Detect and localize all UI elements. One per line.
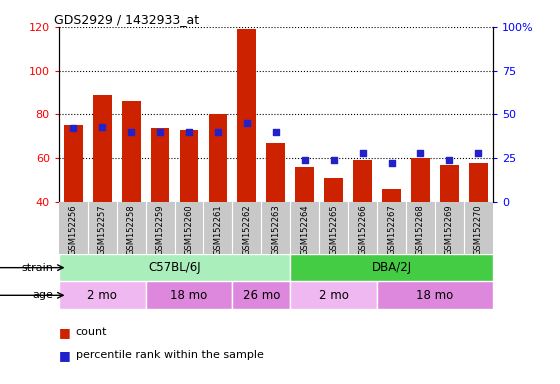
Bar xyxy=(208,114,227,290)
Text: age: age xyxy=(32,290,53,300)
Bar xyxy=(353,161,372,290)
Bar xyxy=(290,254,493,281)
Bar xyxy=(146,281,232,309)
Bar xyxy=(122,101,141,290)
Text: 18 mo: 18 mo xyxy=(416,289,454,302)
Text: GSM152267: GSM152267 xyxy=(387,205,396,255)
Text: GSM152269: GSM152269 xyxy=(445,205,454,255)
Text: GSM152265: GSM152265 xyxy=(329,205,338,255)
Bar xyxy=(59,281,146,309)
Text: GSM152257: GSM152257 xyxy=(97,205,107,255)
Text: GSM152260: GSM152260 xyxy=(184,205,194,255)
Bar xyxy=(440,165,459,290)
Text: GSM152268: GSM152268 xyxy=(416,205,425,255)
Text: 2 mo: 2 mo xyxy=(319,289,349,302)
Point xyxy=(213,129,222,135)
Text: count: count xyxy=(76,327,107,337)
Point xyxy=(329,157,338,163)
Text: strain: strain xyxy=(21,263,53,273)
Bar xyxy=(59,202,493,254)
Point xyxy=(242,120,251,126)
Text: 18 mo: 18 mo xyxy=(170,289,208,302)
Bar xyxy=(237,29,256,290)
Point xyxy=(271,129,280,135)
Text: GSM152259: GSM152259 xyxy=(156,205,165,255)
Point xyxy=(300,157,309,163)
Bar xyxy=(382,189,401,290)
Bar xyxy=(151,127,170,290)
Bar xyxy=(377,281,493,309)
Point xyxy=(445,157,454,163)
Bar xyxy=(59,254,290,281)
Bar xyxy=(469,162,488,290)
Point xyxy=(416,150,425,156)
Bar xyxy=(232,281,290,309)
Text: GSM152262: GSM152262 xyxy=(242,205,251,255)
Text: C57BL/6J: C57BL/6J xyxy=(148,261,201,274)
Point xyxy=(69,125,78,131)
Text: GSM152263: GSM152263 xyxy=(271,205,281,255)
Text: ■: ■ xyxy=(59,326,71,339)
Text: GSM152256: GSM152256 xyxy=(69,205,78,255)
Bar xyxy=(290,281,377,309)
Bar xyxy=(295,167,314,290)
Bar xyxy=(267,143,285,290)
Point xyxy=(474,150,483,156)
Point xyxy=(156,129,165,135)
Text: ■: ■ xyxy=(59,349,71,362)
Text: DBA/2J: DBA/2J xyxy=(371,261,412,274)
Point xyxy=(97,124,106,130)
Text: GSM152264: GSM152264 xyxy=(300,205,309,255)
Bar xyxy=(411,158,430,290)
Bar xyxy=(93,95,111,290)
Text: GSM152270: GSM152270 xyxy=(474,205,483,255)
Text: 2 mo: 2 mo xyxy=(87,289,117,302)
Point xyxy=(387,161,396,167)
Text: 26 mo: 26 mo xyxy=(242,289,280,302)
Point xyxy=(358,150,367,156)
Text: GSM152266: GSM152266 xyxy=(358,205,367,255)
Bar xyxy=(180,130,198,290)
Bar xyxy=(324,178,343,290)
Text: GSM152258: GSM152258 xyxy=(127,205,136,255)
Point xyxy=(184,129,194,135)
Text: GDS2929 / 1432933_at: GDS2929 / 1432933_at xyxy=(54,13,199,26)
Text: percentile rank within the sample: percentile rank within the sample xyxy=(76,350,263,360)
Bar xyxy=(64,125,83,290)
Text: GSM152261: GSM152261 xyxy=(213,205,222,255)
Point xyxy=(127,129,136,135)
